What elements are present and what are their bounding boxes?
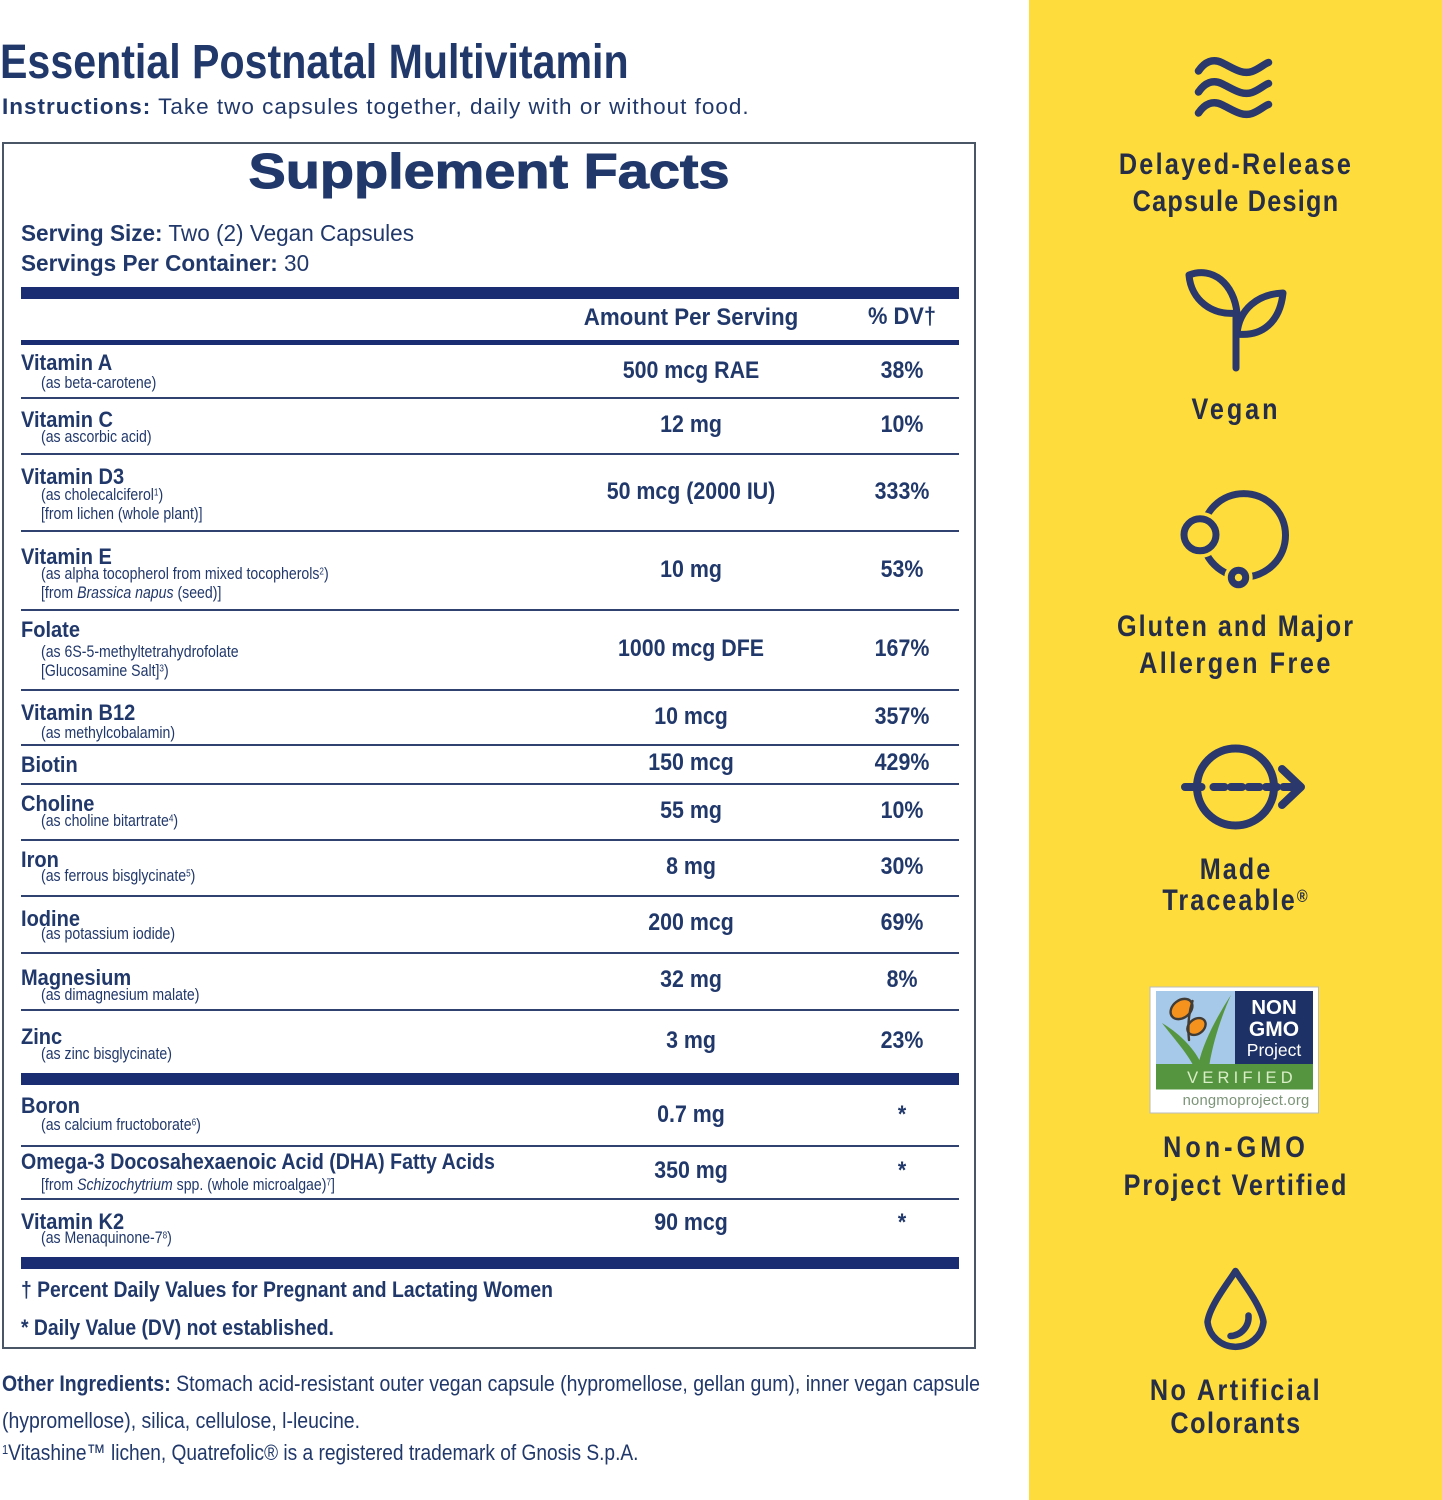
svg-text:VERIFIED: VERIFIED	[1187, 1069, 1297, 1087]
svg-text:nongmoproject.org: nongmoproject.org	[1183, 1093, 1310, 1109]
svg-text:Project: Project	[1247, 1040, 1302, 1060]
svg-text:NON: NON	[1251, 996, 1297, 1019]
svg-text:GMO: GMO	[1249, 1018, 1299, 1041]
